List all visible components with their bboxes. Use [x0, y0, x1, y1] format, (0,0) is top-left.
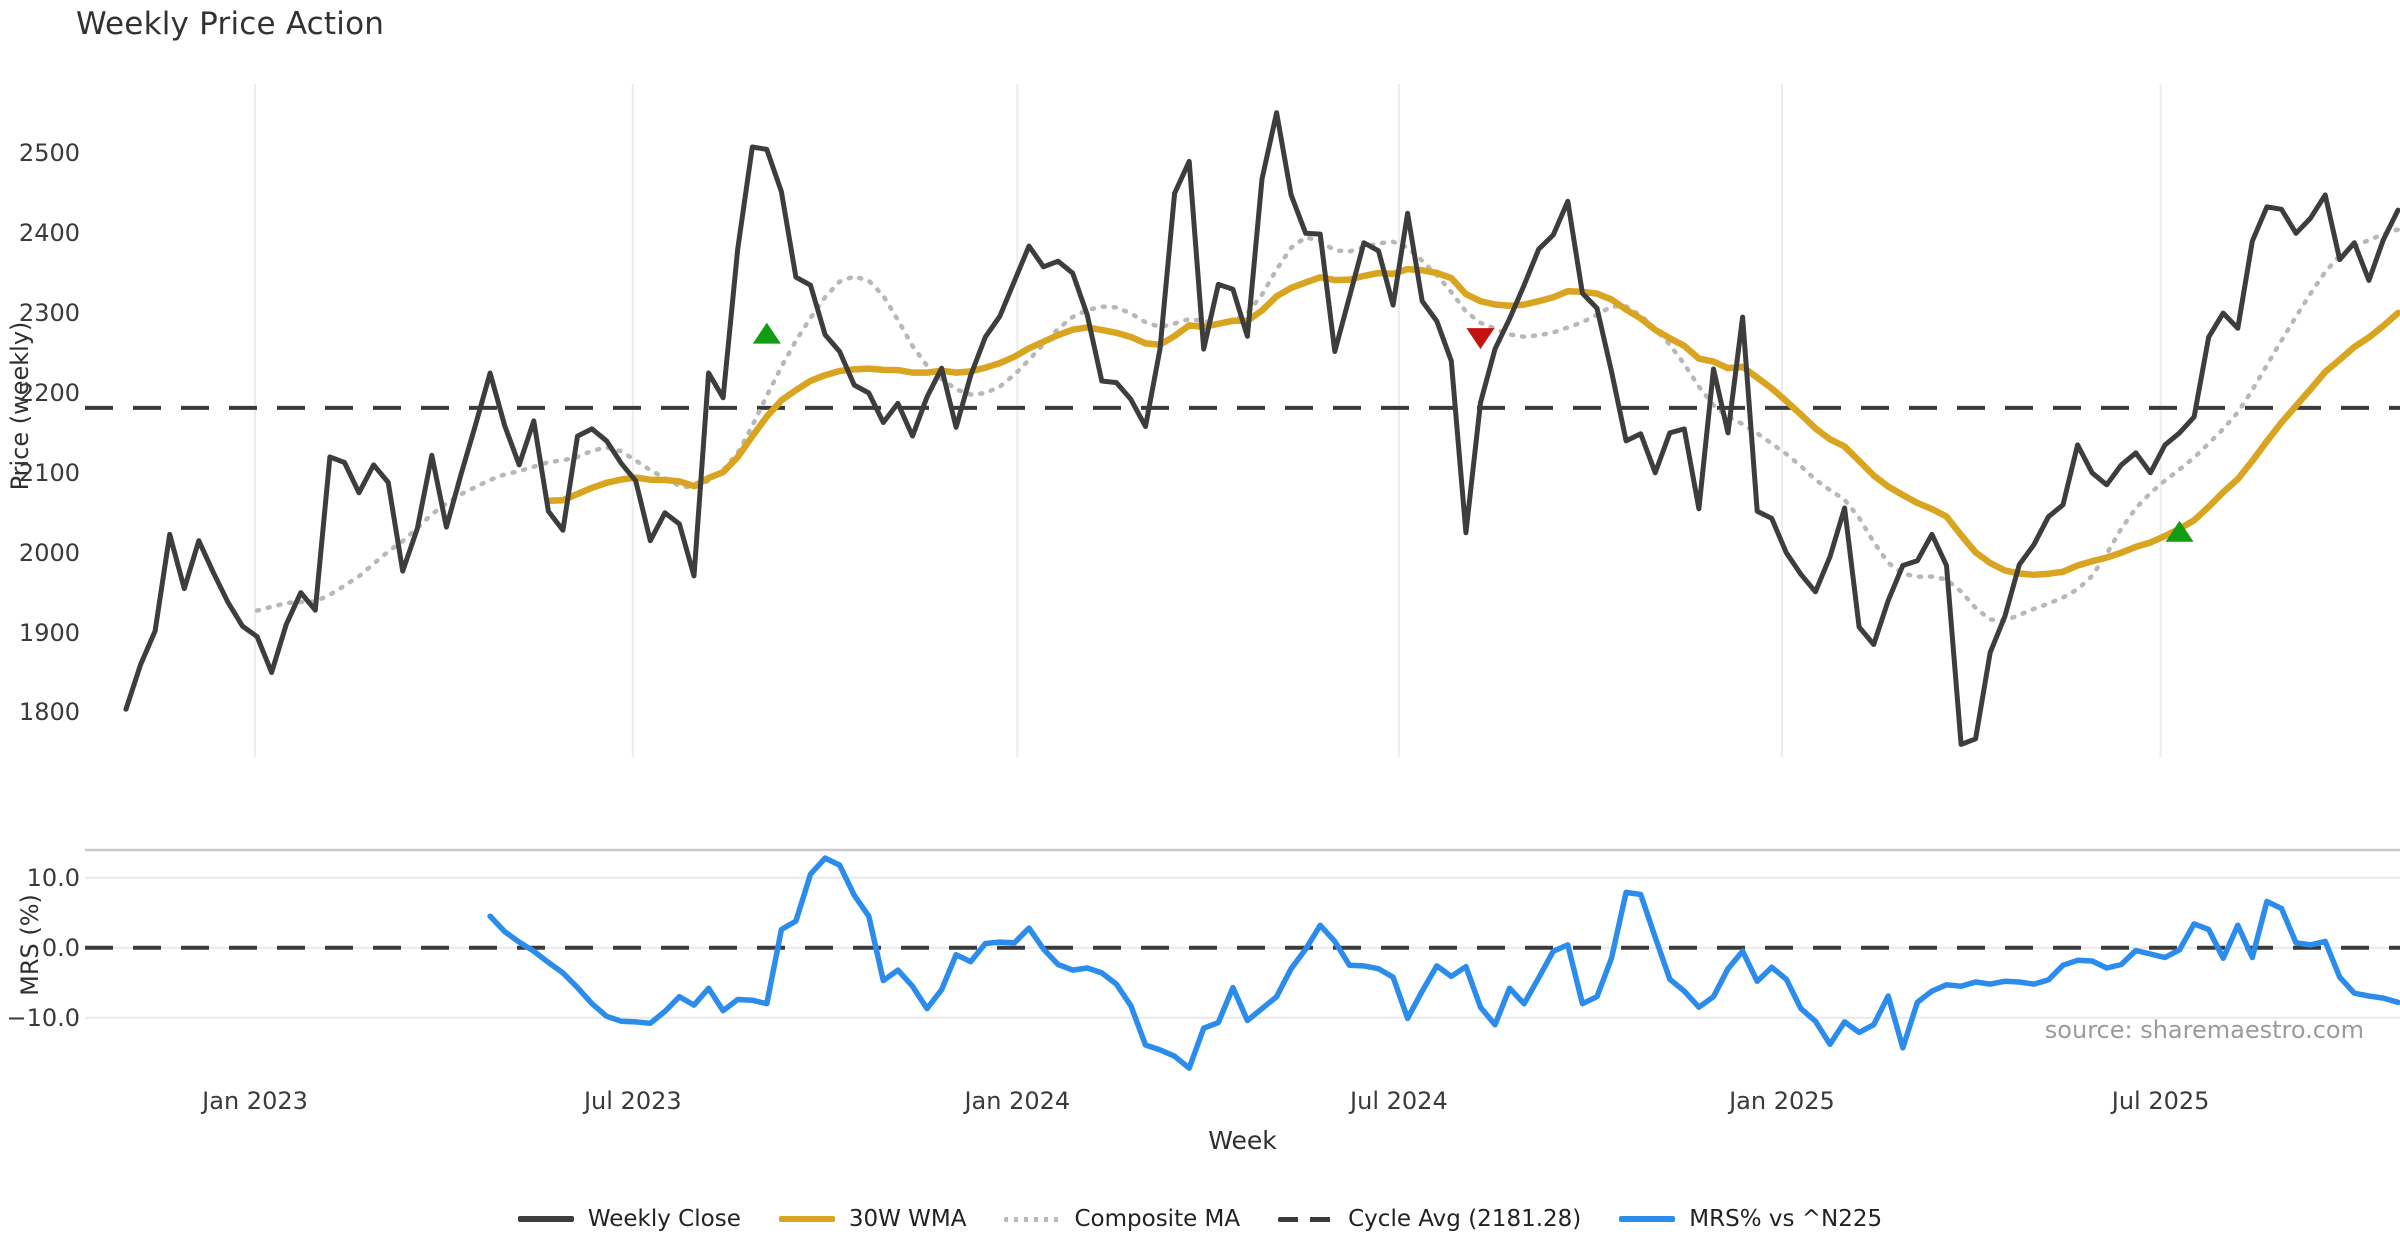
- x-tick-label: Jan 2023: [202, 1087, 308, 1115]
- mrs-tick-label: −10.0: [6, 1003, 80, 1032]
- x-tick-label: Jul 2024: [1350, 1087, 1448, 1115]
- weekly-close-line-swatch-icon: [517, 1216, 574, 1222]
- x-tick-label: Jan 2025: [1729, 1087, 1835, 1115]
- legend-label: Cycle Avg (2181.28): [1348, 1206, 1582, 1232]
- legend-item-composite-ma: Composite MA: [1004, 1206, 1240, 1232]
- mrs-tick-label: 10.0: [26, 863, 80, 892]
- wma-line-swatch-icon: [778, 1216, 835, 1222]
- sell-signal-triangle-icon: [1466, 328, 1495, 350]
- price-tick-label: 2300: [18, 299, 80, 328]
- source-credit: source: sharemaestro.com: [2044, 1016, 2364, 1044]
- legend-label: 30W WMA: [848, 1206, 967, 1232]
- price-tick-label: 2100: [18, 458, 80, 487]
- x-tick-label: Jul 2023: [583, 1087, 682, 1115]
- legend-label: MRS% vs ^N225: [1689, 1206, 1883, 1232]
- legend-item-weekly-close: Weekly Close: [517, 1206, 741, 1232]
- legend-label: Weekly Close: [587, 1206, 741, 1232]
- price-tick-label: 2000: [18, 538, 80, 567]
- price-tick-label: 1900: [18, 618, 80, 647]
- cycle-avg-swatch-icon: [1278, 1216, 1335, 1222]
- legend-item-30w-wma: 30W WMA: [778, 1206, 967, 1232]
- legend-item-mrs: MRS% vs ^N225: [1619, 1206, 1882, 1232]
- buy-signal-triangle-icon: [2165, 520, 2194, 542]
- wma-30w-line: [545, 265, 2400, 579]
- buy-signal-triangle-icon: [752, 322, 781, 344]
- x-axis-label: Week: [1208, 1126, 1277, 1155]
- weekly-close-line: [123, 110, 2400, 747]
- chart-title: Weekly Price Action: [76, 6, 385, 42]
- price-tick-label: 2500: [18, 139, 80, 168]
- legend-label: Composite MA: [1074, 1206, 1241, 1232]
- composite-ma-line: [254, 227, 2400, 623]
- mrs-line: [487, 855, 2400, 1071]
- price-tick-label: 2400: [18, 219, 80, 248]
- x-tick-label: Jan 2024: [964, 1087, 1071, 1115]
- price-tick-label: 2200: [18, 378, 80, 407]
- mrs-line-swatch-icon: [1619, 1216, 1676, 1222]
- chart-legend: Weekly Close 30W WMA Composite MA Cycle …: [0, 1206, 2400, 1232]
- legend-item-cycle-avg: Cycle Avg (2181.28): [1278, 1206, 1581, 1232]
- x-tick-label: Jul 2025: [2111, 1087, 2210, 1115]
- mrs-tick-label: 0.0: [41, 933, 80, 962]
- price-tick-label: 1800: [18, 698, 80, 727]
- composite-ma-swatch-icon: [1004, 1216, 1061, 1222]
